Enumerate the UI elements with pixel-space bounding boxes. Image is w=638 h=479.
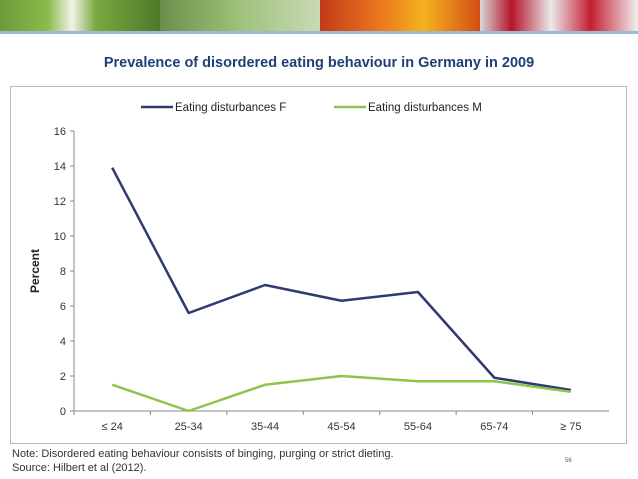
y-axis-label: Percent bbox=[28, 249, 42, 293]
chart-frame: 0 2 4 6 8 10 12 14 16 ≤ 24 25-34 35-44 45-54 55-64 65-… bbox=[10, 86, 627, 444]
legend-label: Eating disturbances F bbox=[175, 102, 286, 114]
line-chart: 0 2 4 6 8 10 12 14 16 ≤ 24 25-34 35-44 45-54 55-64 65-… bbox=[28, 102, 609, 433]
banner-flowers-image bbox=[0, 0, 160, 31]
banner-autumn-image bbox=[320, 0, 480, 31]
y-tick-label: 10 bbox=[54, 231, 66, 243]
banner-divider bbox=[0, 31, 638, 34]
y-tick-label: 14 bbox=[54, 161, 66, 173]
y-tick-label: 2 bbox=[60, 371, 66, 383]
y-tick-label: 6 bbox=[60, 301, 66, 313]
header-banner bbox=[0, 0, 638, 31]
series-line-male bbox=[111, 374, 571, 413]
y-tick-label: 12 bbox=[54, 196, 66, 208]
note-block: Note: Disordered eating behaviour consis… bbox=[12, 447, 394, 475]
y-tick-label: 8 bbox=[60, 266, 66, 278]
x-tick-label: 45-54 bbox=[327, 421, 355, 433]
series-line-female bbox=[111, 167, 571, 392]
x-tick-label: 55-64 bbox=[404, 421, 432, 433]
banner-berries-image bbox=[480, 0, 638, 31]
y-tick-label: 4 bbox=[60, 336, 66, 348]
note-text: Note: Disordered eating behaviour consis… bbox=[12, 448, 394, 460]
y-tick-label: 16 bbox=[54, 126, 66, 138]
x-tick-label: ≥ 75 bbox=[560, 421, 581, 433]
x-tick-label: 65-74 bbox=[480, 421, 508, 433]
x-tick-label: 35-44 bbox=[251, 421, 279, 433]
x-tick-label: ≤ 24 bbox=[102, 421, 123, 433]
page-number: 56 bbox=[565, 458, 572, 464]
legend-label: Eating disturbances M bbox=[368, 102, 482, 114]
slide-title: Prevalence of disordered eating behaviou… bbox=[103, 55, 535, 71]
x-tick-label: 25-34 bbox=[175, 421, 203, 433]
source-text: Source: Hilbert et al (2012). bbox=[12, 462, 147, 474]
banner-leaves-image bbox=[160, 0, 320, 31]
y-tick-label: 0 bbox=[60, 406, 66, 418]
